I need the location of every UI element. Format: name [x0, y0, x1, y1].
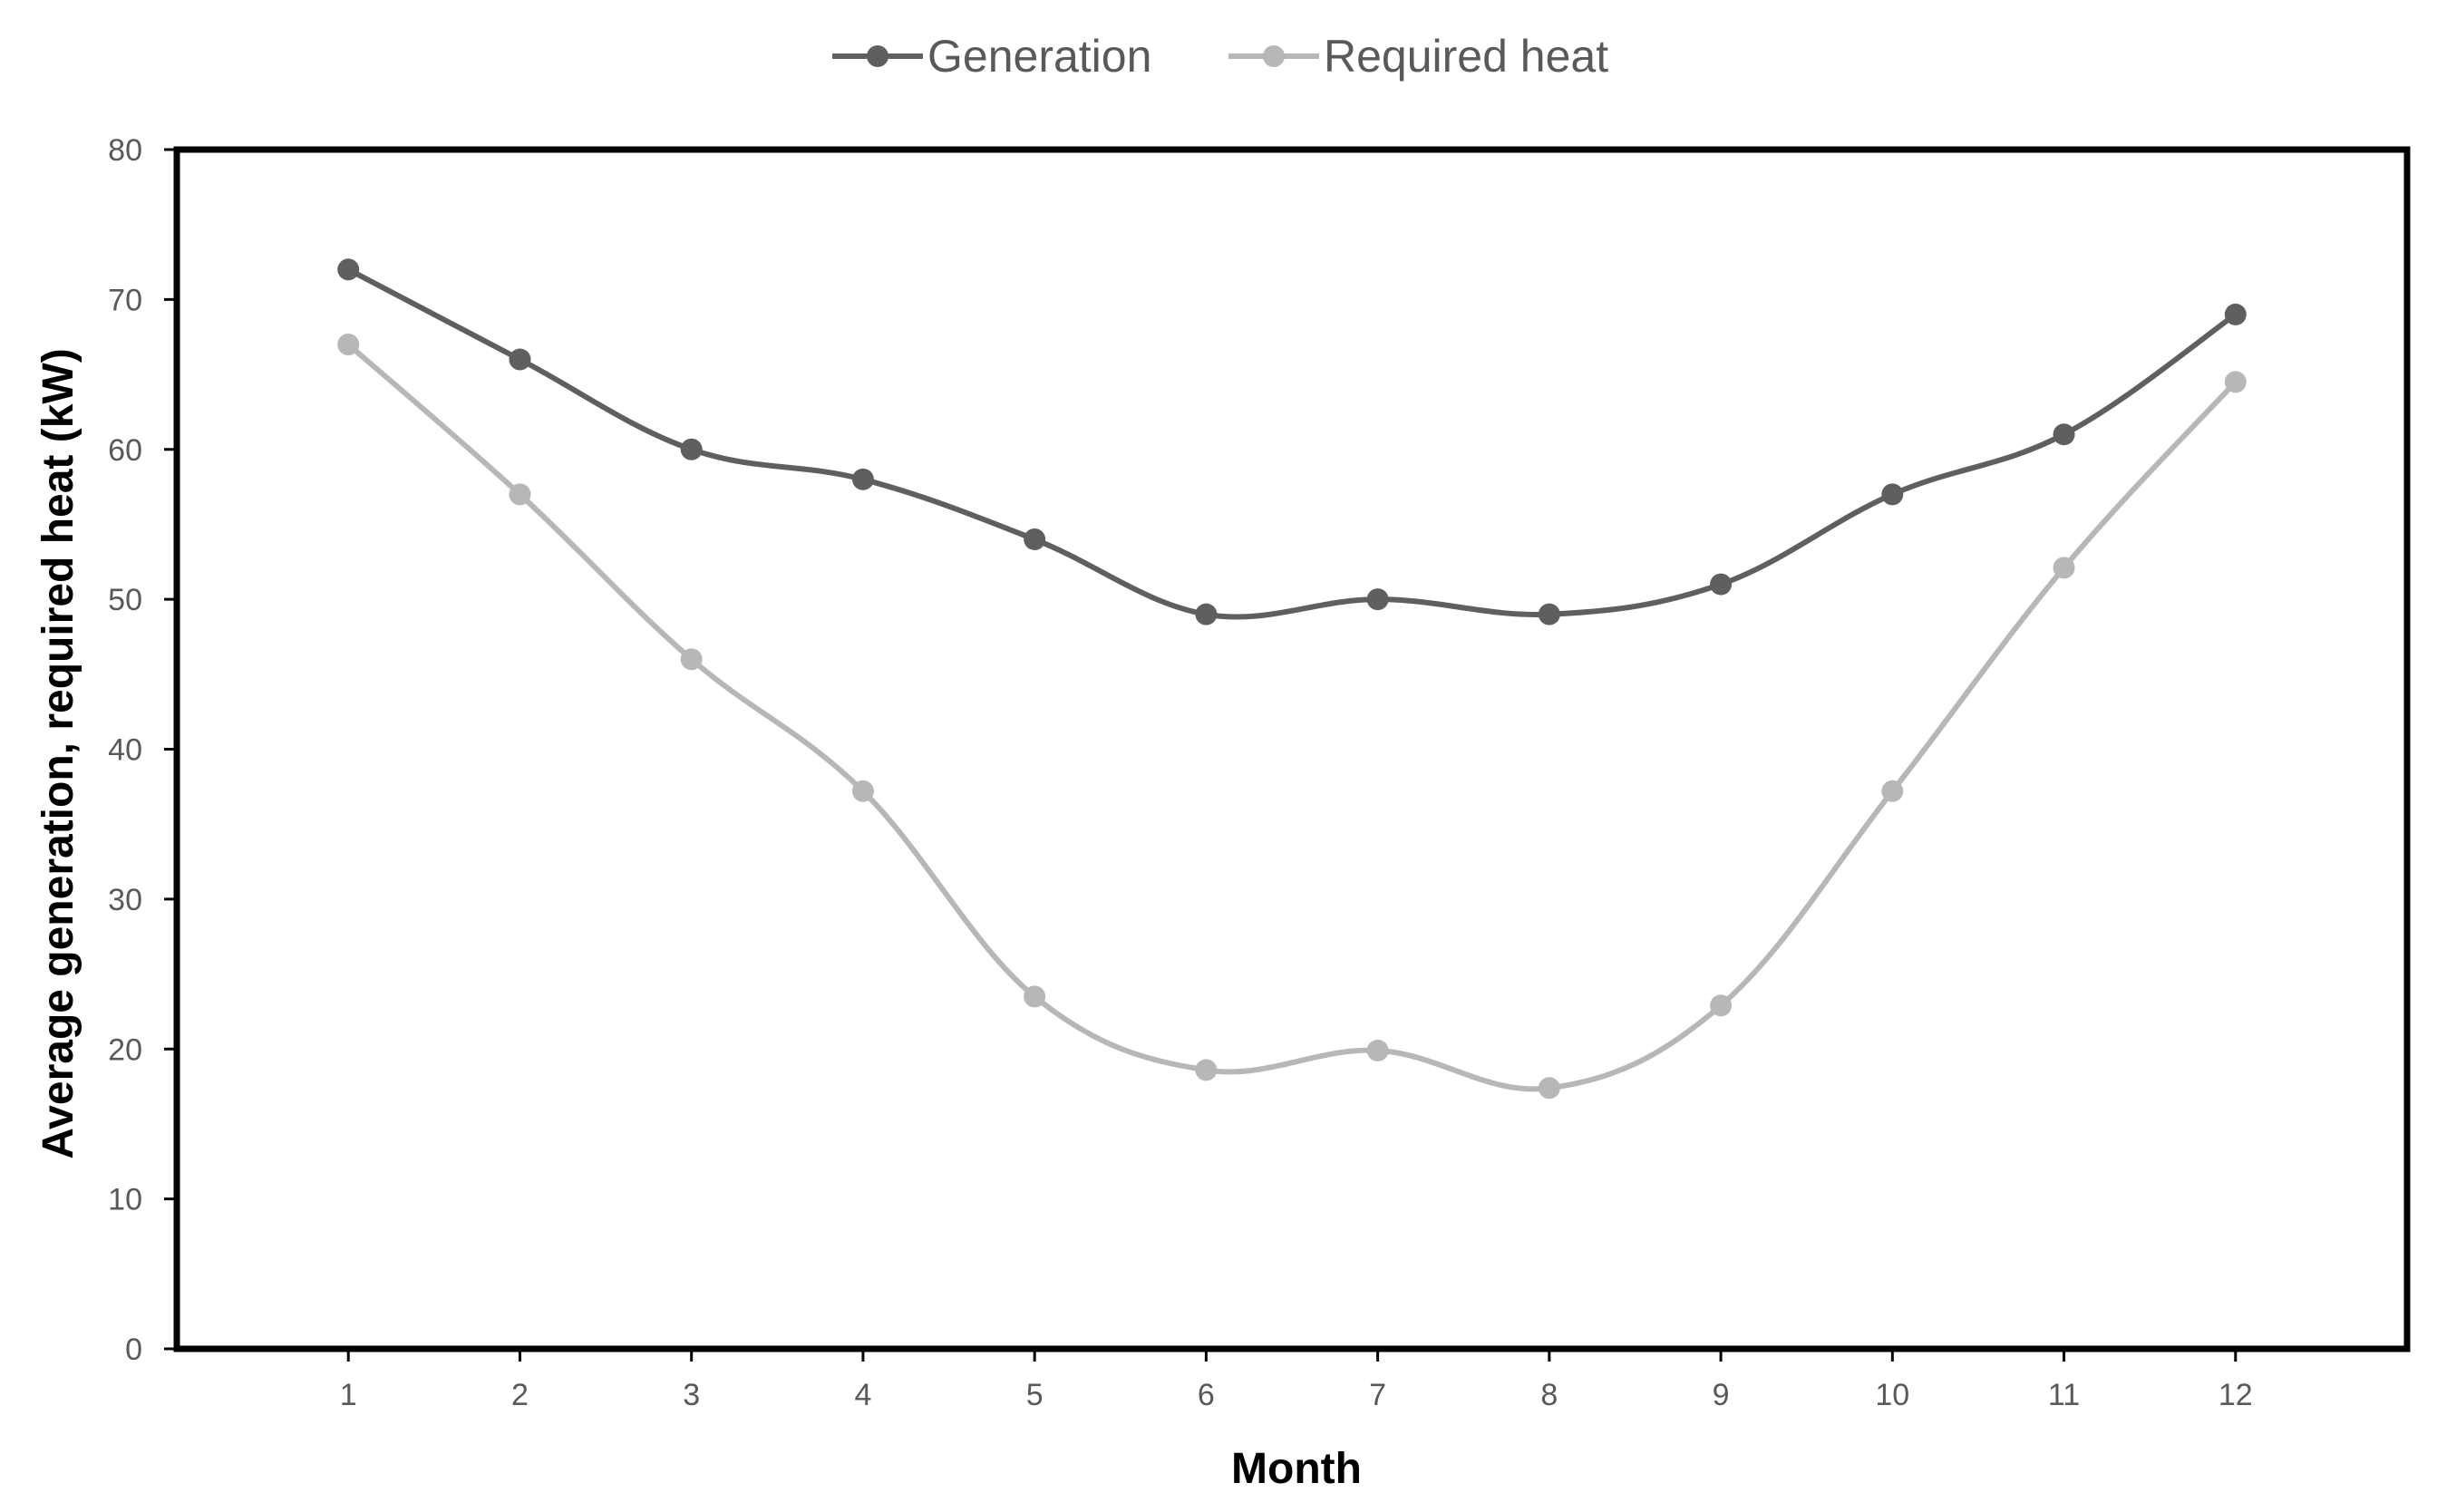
y-tick-label: 20	[108, 1032, 142, 1067]
x-tick-label: 5	[1026, 1378, 1044, 1412]
data-point	[2224, 303, 2247, 325]
data-point	[851, 780, 874, 802]
y-tick-label: 30	[108, 883, 142, 917]
x-tick-label: 10	[1875, 1378, 1909, 1412]
data-point	[2053, 423, 2075, 446]
y-tick-label: 10	[108, 1183, 142, 1217]
data-point	[1195, 1059, 1218, 1081]
x-tick-label: 6	[1198, 1378, 1215, 1412]
data-point	[1710, 994, 1733, 1017]
legend-item: Required heat	[1228, 31, 1608, 82]
x-tick-label: 3	[683, 1378, 700, 1412]
legend-swatch-marker	[1263, 45, 1285, 67]
x-tick-label: 12	[2219, 1378, 2253, 1412]
x-axis-ticks: 1 2 3 4 5 6 7 8 9 10 11 12	[340, 1349, 2253, 1412]
data-point	[1024, 528, 1046, 550]
series-line	[346, 342, 2238, 1092]
series-generation	[337, 258, 2247, 625]
x-tick-label: 11	[2048, 1378, 2080, 1412]
x-tick-label: 9	[1713, 1378, 1730, 1412]
legend-label: Required heat	[1324, 31, 1608, 82]
x-tick-label: 8	[1540, 1378, 1558, 1412]
data-point	[1881, 780, 1904, 802]
data-point	[1366, 1039, 1389, 1061]
data-point	[680, 438, 703, 460]
data-point	[1538, 603, 1560, 625]
y-tick-label: 50	[108, 583, 142, 617]
data-point	[1710, 573, 1733, 596]
y-tick-label: 80	[108, 133, 142, 168]
y-tick-label: 0	[125, 1333, 142, 1367]
data-point	[509, 483, 531, 506]
data-point	[1881, 483, 1904, 506]
x-tick-label: 4	[854, 1378, 871, 1412]
x-tick-label: 1	[340, 1378, 357, 1412]
data-point	[337, 333, 360, 355]
data-point	[1024, 985, 1046, 1008]
data-point	[680, 648, 703, 671]
series-required-heat	[337, 333, 2247, 1100]
data-point	[2053, 557, 2075, 579]
data-point	[509, 348, 531, 371]
series-line	[346, 267, 2238, 620]
data-point	[1366, 588, 1389, 611]
legend-item: Generation	[832, 31, 1151, 82]
x-tick-label: 7	[1369, 1378, 1386, 1412]
series-layer	[337, 258, 2247, 1100]
y-tick-label: 60	[108, 433, 142, 468]
data-point	[337, 258, 360, 281]
data-point	[2224, 371, 2247, 393]
x-tick-label: 2	[511, 1378, 529, 1412]
legend-swatch-marker	[867, 45, 888, 67]
y-tick-label: 70	[108, 283, 142, 317]
data-point	[1195, 603, 1218, 625]
legend-label: Generation	[927, 31, 1151, 82]
y-axis-title: Average generation, required heat (kW)	[34, 348, 83, 1158]
y-axis-ticks: 0 10 20 30 40 50 60 70 80	[108, 133, 177, 1367]
x-axis-title: Month	[1231, 1445, 1362, 1493]
data-point	[851, 468, 874, 490]
data-point	[1538, 1077, 1560, 1100]
plot-area-frame	[173, 146, 2411, 1352]
y-tick-label: 40	[108, 733, 142, 768]
legend: Generation Required heat	[832, 31, 1608, 82]
